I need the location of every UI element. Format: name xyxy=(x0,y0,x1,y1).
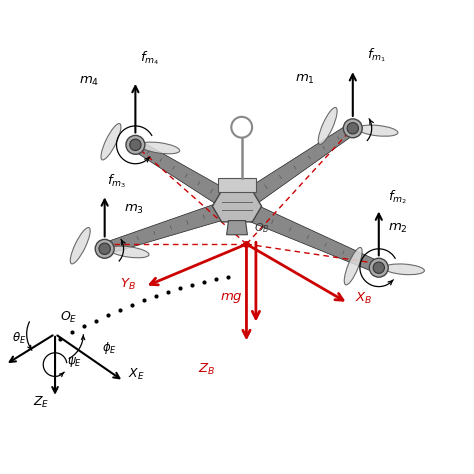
Circle shape xyxy=(99,243,110,255)
Text: $f_{m_2}$: $f_{m_2}$ xyxy=(388,189,408,206)
Circle shape xyxy=(343,119,362,138)
Text: $f_{m_1}$: $f_{m_1}$ xyxy=(367,47,386,64)
Text: $m_3$: $m_3$ xyxy=(124,202,144,216)
Ellipse shape xyxy=(358,125,398,136)
Polygon shape xyxy=(212,191,262,222)
Polygon shape xyxy=(233,198,381,273)
Text: $Z_B$: $Z_B$ xyxy=(198,362,215,377)
Text: $m_2$: $m_2$ xyxy=(388,221,408,235)
Text: $X_B$: $X_B$ xyxy=(355,291,373,306)
Text: $m_1$: $m_1$ xyxy=(295,73,315,86)
Ellipse shape xyxy=(101,124,121,160)
Text: $m_4$: $m_4$ xyxy=(79,75,99,88)
Polygon shape xyxy=(132,140,242,214)
Ellipse shape xyxy=(318,108,337,145)
Circle shape xyxy=(130,139,141,151)
Circle shape xyxy=(369,258,388,277)
Ellipse shape xyxy=(70,228,90,264)
Ellipse shape xyxy=(344,247,362,285)
Circle shape xyxy=(126,136,145,155)
Text: $mg$: $mg$ xyxy=(220,292,243,305)
Text: $O_B$: $O_B$ xyxy=(254,221,269,235)
Ellipse shape xyxy=(140,142,180,154)
Text: $f_{m_3}$: $f_{m_3}$ xyxy=(107,172,127,190)
Text: $X_E$: $X_E$ xyxy=(128,366,145,382)
Polygon shape xyxy=(232,123,356,214)
Ellipse shape xyxy=(384,264,424,274)
Text: $\psi_E$: $\psi_E$ xyxy=(67,355,82,369)
Circle shape xyxy=(373,262,384,273)
Text: $Y_B$: $Y_B$ xyxy=(119,277,136,292)
Polygon shape xyxy=(227,220,247,235)
Ellipse shape xyxy=(109,246,149,258)
Text: $Z_E$: $Z_E$ xyxy=(33,395,49,410)
Text: $f_{m_4}$: $f_{m_4}$ xyxy=(140,49,160,67)
Text: $\phi_E$: $\phi_E$ xyxy=(102,340,117,356)
Text: $\theta_E$: $\theta_E$ xyxy=(12,331,27,346)
Circle shape xyxy=(347,123,358,134)
Circle shape xyxy=(95,239,114,258)
Polygon shape xyxy=(103,197,240,255)
Text: $O_E$: $O_E$ xyxy=(60,310,77,325)
Polygon shape xyxy=(218,178,256,192)
